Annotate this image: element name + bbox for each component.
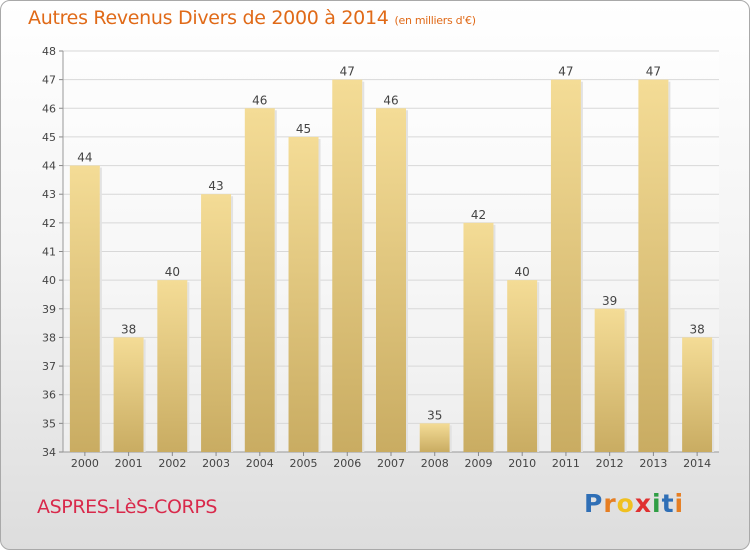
logo-letter: r [603, 489, 617, 518]
x-tick-label: 2002 [158, 457, 186, 470]
y-tick-label: 43 [42, 188, 56, 201]
bar [288, 136, 319, 452]
bar [594, 308, 625, 452]
data-label: 46 [383, 93, 398, 107]
proxiti-logo[interactable]: Proxiti [584, 489, 684, 518]
x-tick-label: 2013 [639, 457, 667, 470]
bar [332, 79, 363, 453]
bar [507, 280, 538, 452]
title-unit: (en milliers d'€) [394, 14, 476, 27]
bar-shadow [580, 81, 583, 453]
bar-shadow [493, 224, 496, 452]
data-label: 35 [427, 408, 442, 422]
x-tick-label: 2008 [421, 457, 449, 470]
bar-shadow [143, 339, 146, 452]
bar-shadow [274, 110, 277, 453]
x-tick-label: 2009 [464, 457, 492, 470]
y-tick-label: 42 [42, 217, 56, 230]
bar-shadow [99, 167, 102, 453]
bar [682, 337, 713, 452]
logo-letter: i [674, 489, 685, 518]
x-tick-label: 2006 [333, 457, 361, 470]
data-label: 44 [77, 151, 92, 165]
data-label: 38 [689, 322, 704, 336]
data-label: 38 [121, 322, 136, 336]
y-tick-label: 45 [42, 131, 56, 144]
data-label: 40 [515, 265, 530, 279]
bar-shadow [624, 310, 627, 452]
x-tick-label: 2010 [508, 457, 536, 470]
y-tick-label: 46 [42, 102, 56, 115]
bar [244, 108, 275, 453]
bar [463, 222, 494, 452]
chart-title: Autres Revenus Divers de 2000 à 2014 (en … [28, 7, 476, 29]
y-tick-label: 34 [42, 446, 56, 459]
bar [419, 423, 450, 452]
bar [113, 337, 144, 452]
x-tick-label: 2007 [377, 457, 405, 470]
data-label: 43 [208, 179, 223, 193]
data-label: 42 [471, 208, 486, 222]
logo-letter: i [652, 489, 662, 518]
bar-shadow [712, 339, 715, 452]
y-tick-label: 35 [42, 417, 56, 430]
x-tick-label: 2003 [202, 457, 230, 470]
bar [376, 108, 406, 453]
label-layer: 34 35 36 37 38 39 40 41 42 43 44 45 46 47 48 44 2000 38 20… [42, 45, 711, 470]
bar [157, 280, 188, 452]
y-tick-label: 40 [42, 274, 56, 287]
bar-shadow [231, 196, 234, 452]
x-tick-label: 2012 [596, 457, 624, 470]
title-text: Autres Revenus Divers de 2000 à 2014 [28, 7, 389, 29]
y-tick-label: 44 [42, 160, 56, 173]
bar [638, 79, 669, 453]
x-tick-label: 2011 [552, 457, 580, 470]
logo-letter: x [634, 489, 652, 518]
data-label: 46 [252, 93, 267, 107]
bar-shadow [449, 425, 452, 452]
y-tick-label: 47 [42, 74, 56, 87]
x-tick-label: 2014 [683, 457, 711, 470]
bar-shadow [362, 81, 365, 453]
y-tick-label: 48 [42, 45, 56, 58]
logo-letter: P [584, 489, 604, 518]
bar [201, 194, 232, 452]
bar-shadow [406, 110, 408, 453]
logo-letter: t [661, 489, 675, 518]
bar [69, 165, 100, 453]
y-tick-label: 41 [42, 246, 56, 259]
logo-letter: o [616, 489, 635, 518]
x-tick-label: 2001 [115, 457, 143, 470]
bar-shadow [537, 282, 540, 452]
data-label: 40 [165, 265, 180, 279]
town-name: ASPRES-LèS-CORPS [37, 496, 218, 518]
x-tick-label: 2005 [290, 457, 318, 470]
data-label: 47 [646, 65, 661, 79]
bar [550, 79, 581, 453]
data-label: 39 [602, 294, 617, 308]
data-label: 47 [340, 65, 355, 79]
bar-shadow [318, 138, 321, 452]
data-label: 45 [296, 122, 311, 136]
x-tick-label: 2000 [71, 457, 99, 470]
y-tick-label: 39 [42, 303, 56, 316]
data-label: 47 [558, 65, 573, 79]
bar-layer [69, 79, 715, 453]
bar-shadow [668, 81, 671, 453]
y-tick-label: 36 [42, 389, 56, 402]
bar-shadow [187, 282, 190, 452]
y-tick-label: 37 [42, 360, 56, 373]
y-tick-label: 38 [42, 331, 56, 344]
x-tick-label: 2004 [246, 457, 274, 470]
